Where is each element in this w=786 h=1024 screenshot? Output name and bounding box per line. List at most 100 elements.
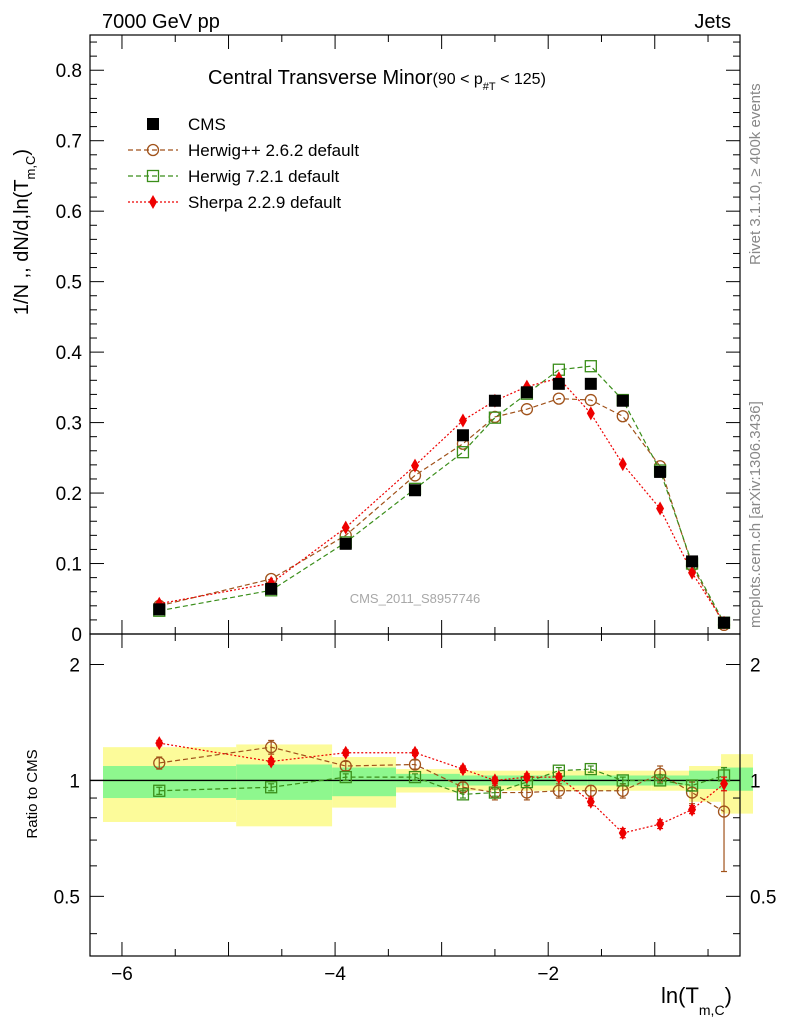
x-tick-label: −2 <box>537 964 559 985</box>
ratio-y-tick-label-left: 0.5 <box>54 887 80 908</box>
rivet-label: Rivet 3.1.10, ≥ 400k events <box>747 83 764 265</box>
mcplots-label: mcplots.cern.ch [arXiv:1306.3436] <box>747 401 764 628</box>
ratio-point <box>653 774 667 787</box>
ratio-point <box>490 773 499 788</box>
ratio-point <box>656 817 665 832</box>
ratio-point <box>618 826 627 841</box>
data-point <box>552 392 566 405</box>
legend-marker <box>146 169 160 183</box>
ratio-y-tick-label-left: 2 <box>69 655 80 676</box>
series-line <box>159 398 725 626</box>
header-left: 7000 GeV pp <box>102 11 220 33</box>
data-point <box>584 360 597 373</box>
data-point <box>686 555 699 568</box>
x-axis-label-main: ln(T <box>661 983 699 1008</box>
x-axis-label-sub: m,C <box>699 1002 725 1018</box>
ratio-point <box>267 754 276 769</box>
y-tick-label: 0.2 <box>56 484 82 505</box>
ratio-point <box>552 784 566 797</box>
data-point <box>341 520 350 535</box>
data-point <box>552 377 565 390</box>
ratio-y-axis-label: Ratio to CMS <box>24 749 41 838</box>
ratio-inner-band-bin <box>236 764 333 800</box>
y-axis-label-end: ) <box>11 149 33 156</box>
data-point <box>153 603 166 616</box>
plot-title-range-sub: #T <box>483 81 496 93</box>
y-tick-label: 0.6 <box>56 202 82 223</box>
ratio-point <box>458 762 467 777</box>
data-point <box>520 386 533 399</box>
ratio-point <box>264 741 278 754</box>
y-axis-label-sub: m,C <box>23 156 38 180</box>
data-point <box>616 410 629 423</box>
legend-label: Herwig 7.2.1 default <box>188 167 339 186</box>
ratio-point <box>339 770 352 784</box>
y-tick-label: 0.1 <box>56 555 82 576</box>
ratio-point <box>155 736 164 751</box>
legend-label: CMS <box>188 115 226 134</box>
ratio-inner-band-bin <box>103 766 237 799</box>
legend-marker <box>147 118 159 130</box>
ratio-point <box>584 762 597 776</box>
ratio-y-tick-label-right: 0.5 <box>750 887 776 908</box>
data-point <box>584 393 597 407</box>
legend-label: Herwig++ 2.6.2 default <box>188 141 359 160</box>
legend-marker <box>146 143 160 157</box>
header-right: Jets <box>694 11 731 33</box>
data-point <box>265 582 278 595</box>
ratio-point <box>456 788 470 801</box>
ratio-point <box>153 784 166 797</box>
y-tick-label: 0.3 <box>56 414 82 435</box>
data-point <box>586 406 595 421</box>
x-axis-label-end: ) <box>725 983 732 1008</box>
ratio-point <box>153 756 166 770</box>
data-point <box>488 394 501 407</box>
ratio-point <box>341 745 350 760</box>
data-point <box>339 537 352 550</box>
legend: CMS Herwig++ 2.6.2 default Herwig 7.2.1 de… <box>128 115 359 212</box>
data-point <box>409 484 421 497</box>
data-point <box>456 429 469 442</box>
analysis-watermark: CMS_2011_S8957746 <box>350 591 481 606</box>
ratio-point <box>720 776 729 791</box>
ratio-point <box>264 781 278 794</box>
ratio-point <box>411 745 419 760</box>
data-point <box>718 616 731 629</box>
ratio-point <box>522 770 531 785</box>
main-axis-ticks: 0 0.1 0.2 0.3 0.4 0.5 0.6 0.7 0.8 <box>56 35 740 646</box>
ratio-plot-frame <box>89 633 741 957</box>
y-tick-label: 0.8 <box>56 61 82 82</box>
data-point <box>688 565 697 580</box>
plot-title-main: Central Transverse Minor <box>208 67 433 89</box>
y-tick-label: 0 <box>71 625 82 646</box>
ratio-y-tick-label-right: 2 <box>750 655 761 676</box>
ratio-y-tick-label-left: 1 <box>69 771 80 792</box>
plot-title-range-end: < 125) <box>496 71 546 88</box>
data-point <box>520 403 534 416</box>
ratio-point <box>685 779 699 792</box>
ratio-point <box>554 770 563 785</box>
data-point <box>616 394 629 407</box>
data-point <box>411 458 419 473</box>
y-axis-label: 1/N ,, dN/d,ln(Tm,C) <box>11 149 38 315</box>
plot-title: Central Transverse Minor(90 < p#T < 125) <box>208 67 546 93</box>
ratio-point <box>616 784 629 797</box>
series-line <box>159 365 725 624</box>
series-line <box>159 377 725 624</box>
ratio-point <box>408 770 422 784</box>
ratio-inner-band-bin <box>332 767 397 797</box>
plot-title-range: (90 < p <box>433 71 483 88</box>
ratio-point <box>717 805 731 818</box>
legend-marker <box>149 195 157 209</box>
y-tick-label: 0.7 <box>56 132 82 153</box>
x-tick-label: −6 <box>111 964 133 985</box>
main-series-layer <box>153 360 731 631</box>
data-point <box>488 411 502 424</box>
ratio-series-layer <box>153 736 731 873</box>
legend-label: Sherpa 2.2.9 default <box>188 193 341 212</box>
x-tick-label: −4 <box>324 964 346 985</box>
ratio-point <box>616 774 629 787</box>
y-axis-label-main: 1/N ,, dN/d,ln(T <box>11 179 33 315</box>
data-point <box>618 457 627 472</box>
ratio-point <box>688 802 697 817</box>
